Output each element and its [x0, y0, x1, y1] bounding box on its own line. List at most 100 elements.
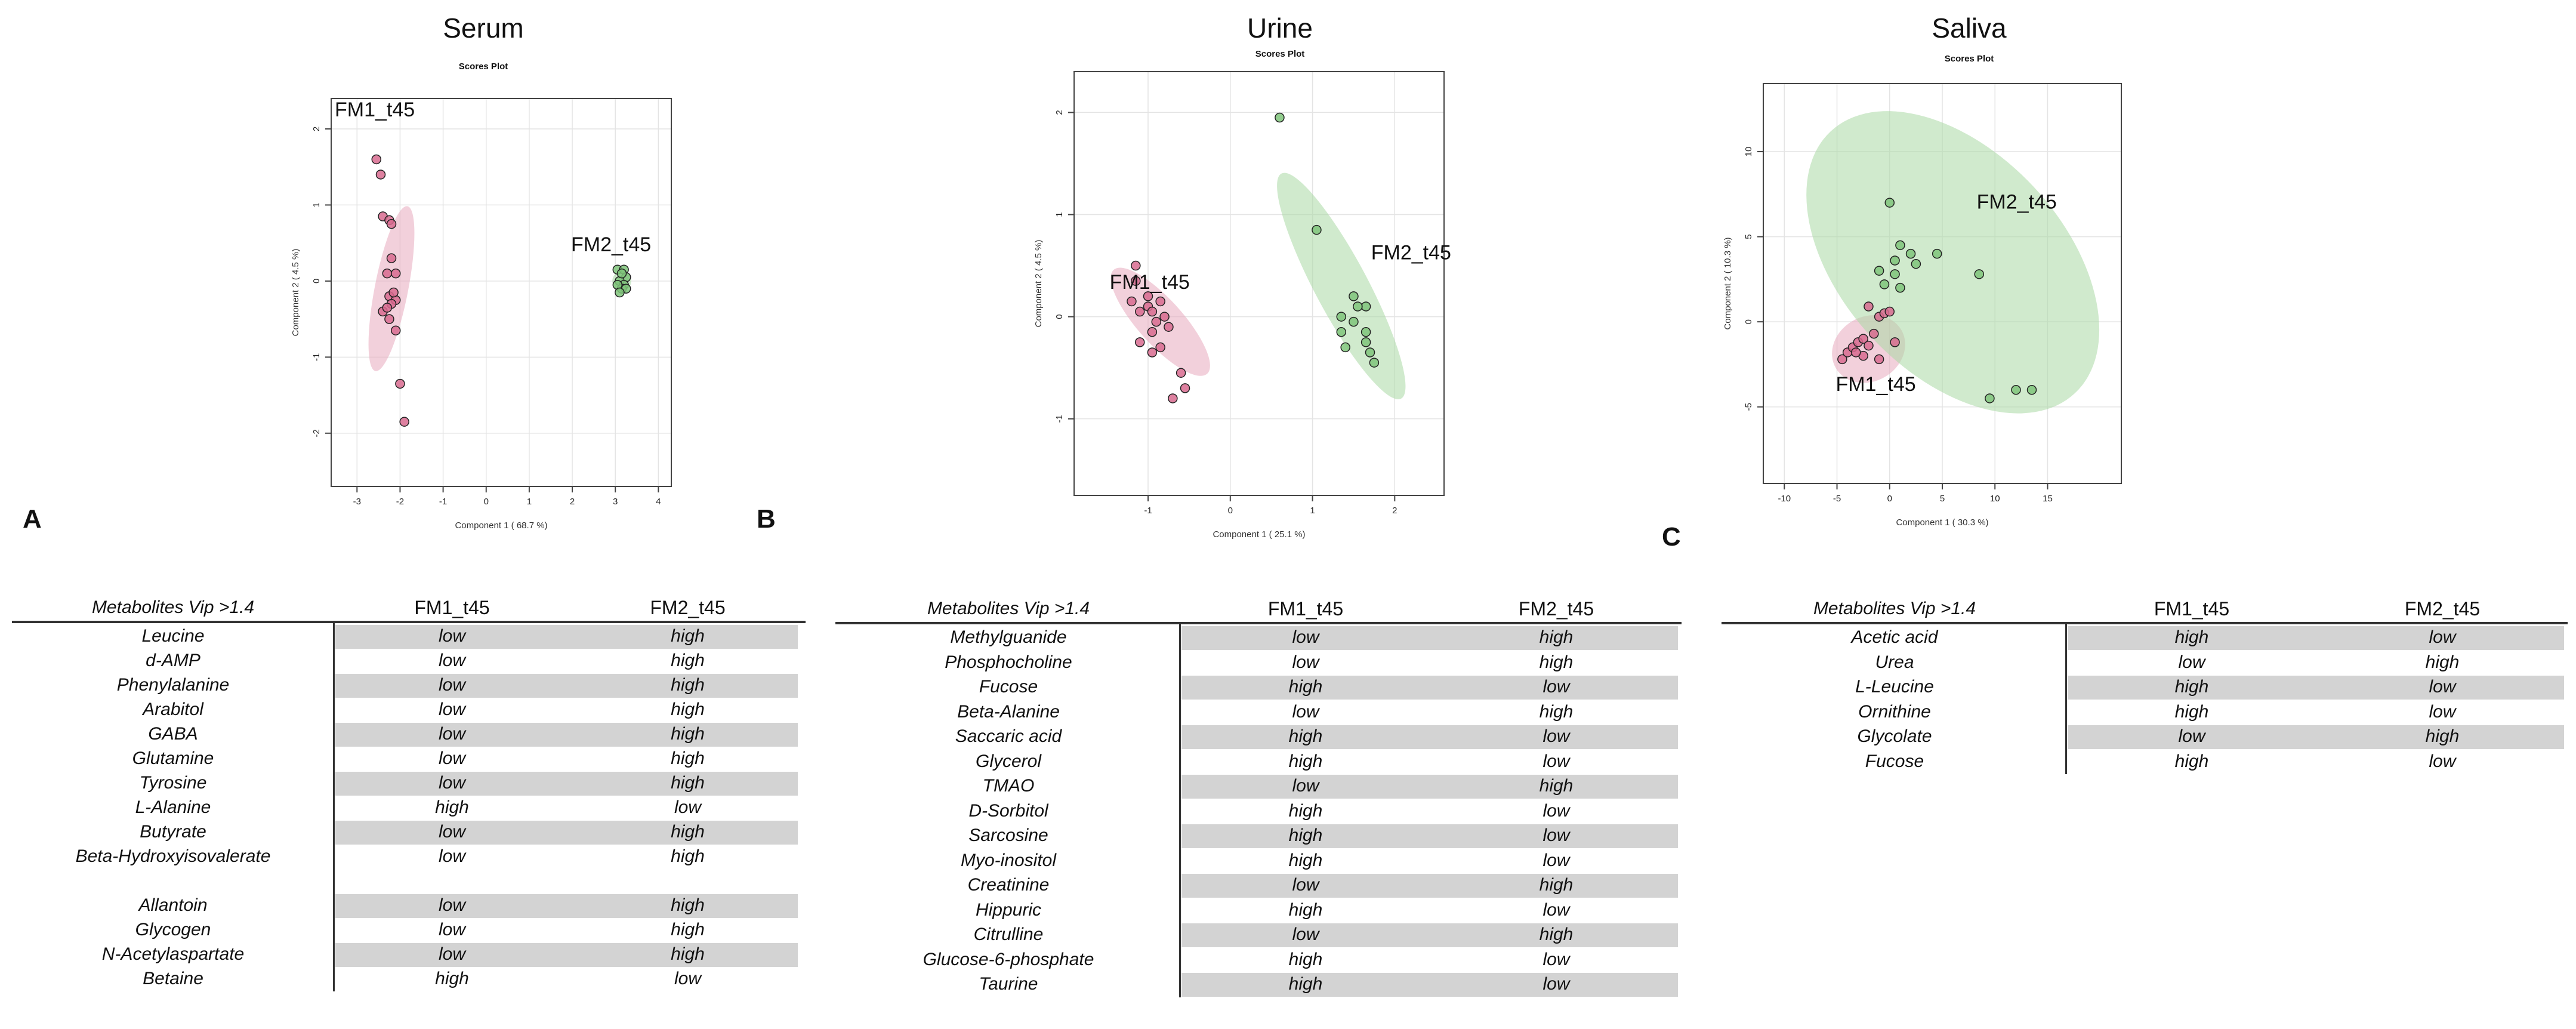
plot-frame	[331, 98, 672, 487]
table-row-shade	[1181, 676, 1678, 700]
fm2-value: low	[1542, 800, 1570, 821]
fm1-value: low	[1292, 875, 1319, 895]
fm1-value: high	[1288, 726, 1323, 746]
fm1-value: high	[435, 797, 469, 817]
data-point-fm1	[1890, 337, 1900, 347]
table-row: Leucine low high	[12, 624, 806, 648]
table-row: N-Acetylaspartate low high	[12, 942, 806, 966]
table-row-shade	[335, 943, 798, 967]
fm1-value: high	[1288, 974, 1323, 994]
data-point-fm2	[1890, 255, 1900, 266]
fm2-value: high	[1539, 627, 1574, 647]
fm1-value: low	[438, 846, 465, 866]
data-point-fm1	[1168, 393, 1178, 403]
group-label-fm2: FM2_t45	[1977, 190, 2057, 213]
group-label-fm1: FM1_t45	[1835, 373, 1915, 396]
metabolite-name: Acetic acid	[1851, 627, 1938, 647]
x-tick-label: 0	[1887, 494, 1892, 504]
metabolite-name: Betaine	[143, 969, 203, 988]
table-row-shade	[335, 674, 798, 698]
table-row: Fucose high low	[1722, 750, 2568, 774]
table-row: L-Leucine high low	[1722, 675, 2568, 699]
table-row-shade	[1181, 824, 1678, 848]
data-point-fm1	[1127, 296, 1137, 307]
fm2-value: low	[1542, 751, 1570, 771]
data-point-fm2	[1974, 269, 1985, 279]
table-row: Beta-Hydroxyisovalerate low high	[12, 845, 806, 868]
x-tick-label: 10	[1990, 494, 2000, 504]
metabolite-name: Phenylalanine	[116, 675, 230, 695]
metabolite-name: N-Acetylaspartate	[101, 944, 245, 964]
fm1-value: low	[438, 944, 465, 964]
fm1-value: low	[438, 920, 465, 939]
data-point-fm1	[386, 219, 397, 229]
fm2-value: low	[2429, 701, 2456, 722]
data-point-fm1	[371, 154, 382, 165]
group-label-fm1: FM1_t45	[1110, 271, 1190, 294]
data-point-fm1	[1874, 354, 1884, 365]
metabolite-name: Tyrosine	[139, 773, 207, 793]
x-tick-label: 1	[1310, 506, 1315, 516]
table-row: Myo-inositol high low	[835, 849, 1682, 873]
y-axis-label: Component 2 ( 4.5 %)	[1034, 240, 1044, 328]
table-row-shade	[1181, 923, 1678, 947]
fm1-value: high	[2174, 701, 2209, 722]
data-point-fm1	[399, 417, 409, 427]
fm1-value: low	[1292, 776, 1319, 796]
table-row-shade	[1181, 725, 1678, 749]
y-tick-label: 2	[311, 127, 322, 131]
data-point-fm1	[382, 268, 393, 279]
table-header-fm1: FM1_t45	[2154, 598, 2230, 620]
table-divider	[2065, 624, 2067, 774]
metabolite-name: D-Sorbitol	[968, 800, 1048, 821]
fm2-value: high	[671, 944, 705, 964]
fm2-value: low	[2429, 627, 2456, 647]
data-point-fm1	[1164, 322, 1174, 332]
x-axis-label: Component 1 ( 68.7 %)	[455, 520, 547, 531]
table-row-shade	[1181, 874, 1678, 898]
table-top-rule	[1722, 622, 2568, 624]
fm1-value: low	[438, 700, 465, 719]
scores-plot-subtitle-urine: Scores Plot	[1255, 49, 1305, 59]
fm1-value: low	[438, 822, 465, 842]
table-row: Creatinine low high	[835, 873, 1682, 897]
y-axis-label: Component 2 ( 4.5 %)	[291, 249, 301, 337]
fm1-value: low	[438, 675, 465, 695]
data-point-fm2	[1874, 266, 1884, 276]
table-header-fm2: FM2_t45	[650, 597, 726, 618]
table-row: Tyrosine low high	[12, 771, 806, 795]
data-point-fm1	[1155, 296, 1165, 307]
fm1-value: high	[435, 969, 469, 988]
table-row: Arabitol low high	[12, 698, 806, 722]
data-point-fm1	[1131, 276, 1141, 286]
table-header-metabolite: Metabolites Vip >1.4	[91, 597, 255, 617]
fm1-value: high	[2174, 677, 2209, 697]
metabolite-name: Beta-Alanine	[957, 701, 1060, 722]
x-tick-label: 0	[1228, 506, 1233, 516]
y-tick-label: 0	[1744, 319, 1754, 324]
scores-plot-subtitle-serum: Scores Plot	[458, 61, 508, 72]
fm2-value: low	[1542, 899, 1570, 920]
x-tick-label: -3	[353, 497, 361, 507]
y-tick-label: -5	[1744, 403, 1754, 411]
plot-frame	[1073, 71, 1445, 496]
x-tick-label: 2	[1392, 506, 1397, 516]
table-row	[12, 869, 806, 893]
fm2-value: low	[674, 797, 701, 817]
metabolite-name: Glycolate	[1857, 726, 1932, 746]
data-point-fm2	[2011, 384, 2021, 395]
data-point-fm2	[1369, 358, 1380, 368]
metabolite-name: Glycerol	[975, 751, 1042, 771]
fm2-value: low	[1542, 726, 1570, 746]
fm2-value: low	[2429, 751, 2456, 771]
table-row: L-Alanine high low	[12, 796, 806, 819]
fm1-value: high	[1288, 751, 1323, 771]
data-point-fm2	[1985, 393, 1995, 403]
data-point-fm1	[1134, 337, 1145, 347]
fm1-value: high	[2174, 627, 2209, 647]
fm2-value: high	[671, 675, 705, 695]
metabolite-name: Myo-inositol	[960, 850, 1057, 870]
table-row-shade	[335, 723, 798, 747]
table-row: Ornithine high low	[1722, 700, 2568, 724]
y-tick-label: 5	[1744, 234, 1754, 239]
